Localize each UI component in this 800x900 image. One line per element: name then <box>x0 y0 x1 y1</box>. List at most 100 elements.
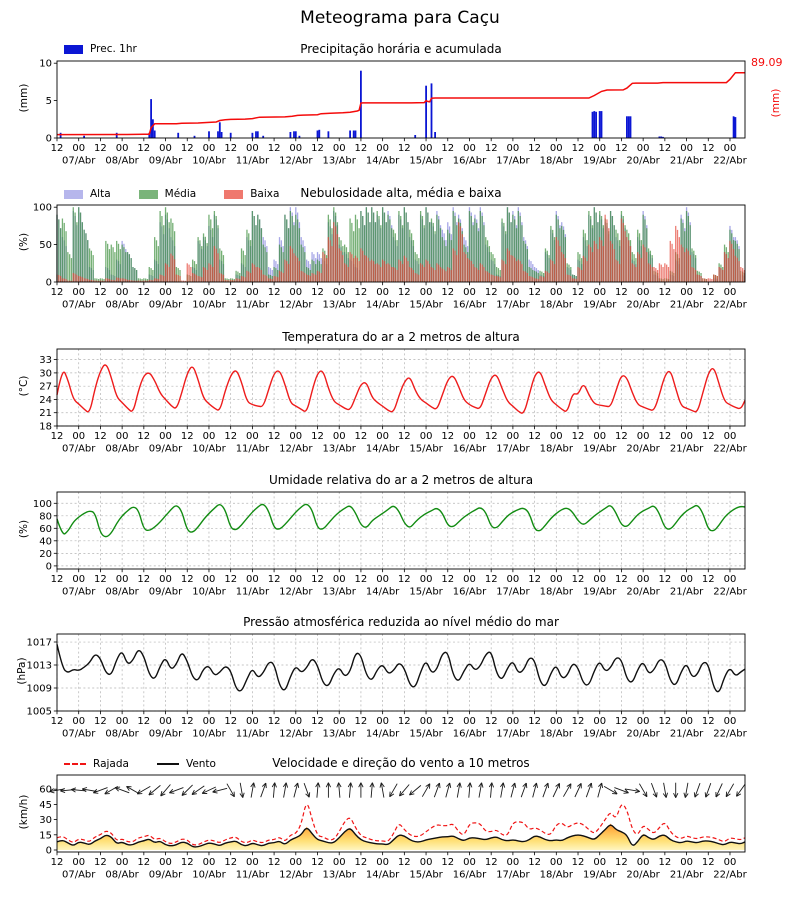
svg-text:17/Abr: 17/Abr <box>496 587 530 598</box>
svg-text:30: 30 <box>39 815 52 826</box>
svg-text:07/Abr: 07/Abr <box>62 444 96 455</box>
svg-text:12: 12 <box>659 716 672 727</box>
svg-text:00: 00 <box>420 574 433 585</box>
svg-text:0: 0 <box>46 134 52 145</box>
svg-text:20/Abr: 20/Abr <box>626 870 660 881</box>
svg-text:50: 50 <box>39 240 52 251</box>
precip-axes-box <box>56 60 746 139</box>
svg-text:08/Abr: 08/Abr <box>105 587 139 598</box>
svg-text:1005: 1005 <box>27 707 52 718</box>
svg-text:00: 00 <box>550 574 563 585</box>
svg-text:12: 12 <box>137 857 150 868</box>
humidity-grid <box>56 492 745 569</box>
svg-text:12: 12 <box>311 287 324 298</box>
svg-text:00: 00 <box>724 716 737 727</box>
wind-x-ticks: 12 00 12 00 12 00 12 00 12 00 12 00 12 00 12 00 12 00 12 00… <box>51 852 748 881</box>
svg-text:00: 00 <box>333 716 346 727</box>
svg-text:00: 00 <box>159 143 172 154</box>
legend-media: Média <box>138 188 196 200</box>
svg-text:12: 12 <box>615 431 628 442</box>
svg-text:13/Abr: 13/Abr <box>322 300 356 311</box>
gust-legend-label: Rajada <box>93 758 129 770</box>
svg-text:22/Abr: 22/Abr <box>713 729 747 740</box>
svg-text:10/Abr: 10/Abr <box>192 729 226 740</box>
svg-text:00: 00 <box>159 431 172 442</box>
svg-text:80: 80 <box>39 511 52 522</box>
svg-text:12: 12 <box>181 857 194 868</box>
svg-text:00: 00 <box>333 431 346 442</box>
svg-text:12: 12 <box>528 143 541 154</box>
svg-text:14/Abr: 14/Abr <box>366 156 400 167</box>
svg-text:00: 00 <box>420 716 433 727</box>
cloud-series-baixa <box>56 214 746 282</box>
svg-text:00: 00 <box>420 143 433 154</box>
svg-text:12: 12 <box>398 857 411 868</box>
svg-text:12: 12 <box>224 574 237 585</box>
svg-text:18/Abr: 18/Abr <box>540 587 574 598</box>
svg-text:12: 12 <box>311 857 324 868</box>
svg-text:00: 00 <box>637 143 650 154</box>
svg-text:17/Abr: 17/Abr <box>496 870 530 881</box>
svg-text:00: 00 <box>680 716 693 727</box>
legend-baixa: Baixa <box>224 188 279 200</box>
svg-text:13/Abr: 13/Abr <box>322 156 356 167</box>
temperature-axes-box <box>56 348 746 427</box>
svg-text:00: 00 <box>116 574 129 585</box>
svg-text:22/Abr: 22/Abr <box>713 300 747 311</box>
svg-text:20/Abr: 20/Abr <box>626 300 660 311</box>
svg-text:12: 12 <box>311 143 324 154</box>
svg-text:00: 00 <box>637 431 650 442</box>
svg-text:17/Abr: 17/Abr <box>496 156 530 167</box>
svg-text:11/Abr: 11/Abr <box>236 587 270 598</box>
svg-text:12: 12 <box>441 287 454 298</box>
svg-text:07/Abr: 07/Abr <box>62 870 96 881</box>
svg-text:00: 00 <box>72 431 85 442</box>
svg-text:12: 12 <box>659 431 672 442</box>
svg-text:18/Abr: 18/Abr <box>540 444 574 455</box>
svg-text:12: 12 <box>528 287 541 298</box>
wind-legend: Rajada Vento <box>64 758 216 770</box>
wind-line-swatch <box>156 763 179 765</box>
pressure-ylabel: (hPa) <box>16 657 28 685</box>
svg-text:12: 12 <box>94 574 107 585</box>
svg-text:17/Abr: 17/Abr <box>496 300 530 311</box>
svg-text:00: 00 <box>550 716 563 727</box>
svg-text:12: 12 <box>181 431 194 442</box>
svg-text:12: 12 <box>268 574 281 585</box>
svg-text:19/Abr: 19/Abr <box>583 300 617 311</box>
svg-text:00: 00 <box>420 287 433 298</box>
svg-text:12: 12 <box>572 143 585 154</box>
svg-text:1013: 1013 <box>27 661 52 672</box>
svg-text:00: 00 <box>376 857 389 868</box>
svg-text:12: 12 <box>398 143 411 154</box>
svg-text:12: 12 <box>224 857 237 868</box>
humidity-line <box>56 503 746 538</box>
pressure-chart: 12 00 12 00 12 00 12 00 12 00 12 00 12 00 12 00 12 00 12 00… <box>27 633 748 740</box>
pressure-x-ticks: 12 00 12 00 12 00 12 00 12 00 12 00 12 00 12 00 12 00 12 00… <box>51 711 748 740</box>
svg-text:00: 00 <box>333 574 346 585</box>
legend-prec-1hr: Prec. 1hr <box>64 43 137 55</box>
pressure-grid <box>56 634 745 712</box>
svg-text:00: 00 <box>550 857 563 868</box>
svg-text:21/Abr: 21/Abr <box>670 156 704 167</box>
svg-text:12/Abr: 12/Abr <box>279 300 313 311</box>
baixa-legend-label: Baixa <box>250 188 280 200</box>
svg-text:12: 12 <box>355 287 368 298</box>
svg-text:00: 00 <box>159 287 172 298</box>
svg-text:09/Abr: 09/Abr <box>149 444 183 455</box>
svg-text:12: 12 <box>355 574 368 585</box>
svg-text:00: 00 <box>116 287 129 298</box>
svg-text:12: 12 <box>702 857 715 868</box>
svg-text:12: 12 <box>224 431 237 442</box>
svg-text:11/Abr: 11/Abr <box>236 444 270 455</box>
svg-text:12/Abr: 12/Abr <box>279 587 313 598</box>
svg-text:00: 00 <box>333 143 346 154</box>
svg-text:12: 12 <box>181 574 194 585</box>
humidity-chart: 12 00 12 00 12 00 12 00 12 00 12 00 12 00 12 00 12 00 12 00… <box>33 491 748 598</box>
svg-text:12: 12 <box>268 143 281 154</box>
wind-axes-box <box>56 774 746 853</box>
svg-text:19/Abr: 19/Abr <box>583 587 617 598</box>
